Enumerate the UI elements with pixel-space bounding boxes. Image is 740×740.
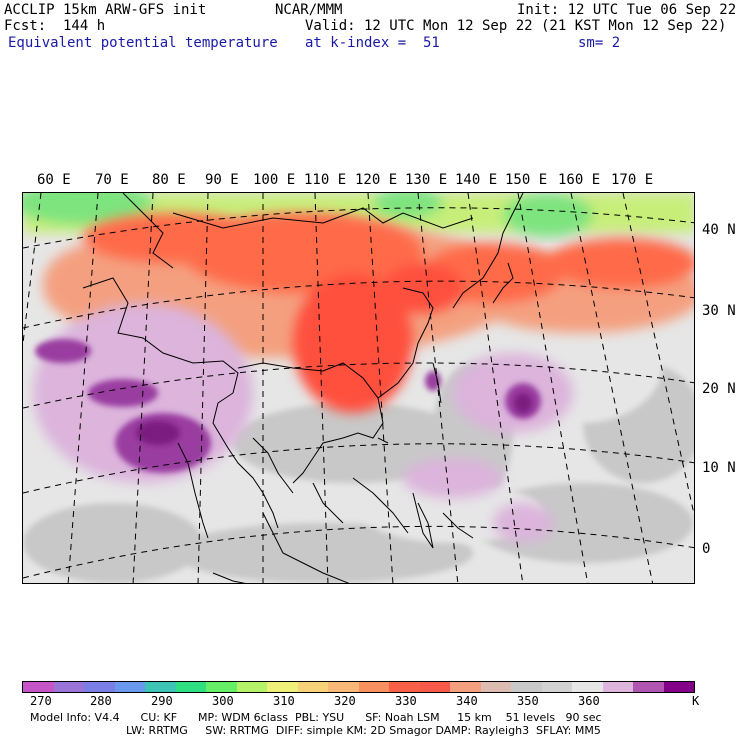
colorbar-swatch [175, 682, 206, 692]
colorbar-swatch [663, 682, 694, 692]
lat-label: 40 N [702, 222, 736, 238]
lon-label: 60 E [37, 172, 71, 188]
colorbar-swatch [419, 682, 450, 692]
lon-label: 120 E [355, 172, 398, 188]
colorbar-swatch [297, 682, 328, 692]
lat-label: 30 N [702, 303, 736, 319]
colorbar-label: 300 [212, 694, 234, 708]
lon-label: 100 E [253, 172, 296, 188]
colorbar [22, 681, 695, 693]
level-index: at k-index = 51 [305, 35, 440, 51]
colorbar-swatch [389, 682, 420, 692]
model-info-line1: Model Info: V4.4 CU: KF MP: WDM 6class P… [30, 711, 602, 724]
colorbar-label: 280 [90, 694, 112, 708]
colorbar-swatch [541, 682, 572, 692]
colorbar-swatch [328, 682, 359, 692]
colorbar-label: 330 [395, 694, 417, 708]
init-time: Init: 12 UTC Tue 06 Sep 22 [517, 2, 737, 18]
lon-label: 80 E [152, 172, 186, 188]
colorbar-label: 350 [517, 694, 539, 708]
colorbar-label: 340 [456, 694, 478, 708]
colorbar-swatch [602, 682, 633, 692]
smoothing: sm= 2 [578, 35, 621, 51]
model-info-line2: LW: RRTMG SW: RRTMG DIFF: simple KM: 2D … [126, 724, 601, 737]
colorbar-swatch [267, 682, 298, 692]
colorbar-swatch [206, 682, 237, 692]
lon-label: 150 E [505, 172, 548, 188]
lon-label: 110 E [304, 172, 347, 188]
colorbar-swatch [84, 682, 115, 692]
colorbar-swatch [572, 682, 603, 692]
forecast-hour: Fcst: 144 h [4, 18, 106, 34]
model-title: ACCLIP 15km ARW-GFS init [4, 2, 207, 18]
colorbar-swatch [145, 682, 176, 692]
lon-label: 130 E [405, 172, 448, 188]
theta-e-map [22, 192, 695, 584]
deep-purple-field [136, 393, 532, 445]
colorbar-label: 270 [30, 694, 52, 708]
lon-label: 70 E [95, 172, 129, 188]
colorbar-swatch [114, 682, 145, 692]
lat-label: 10 N [702, 460, 736, 476]
colorbar-label: 360 [578, 694, 600, 708]
colorbar-swatch [450, 682, 481, 692]
colorbar-swatch [236, 682, 267, 692]
lon-label: 160 E [558, 172, 601, 188]
colorbar-label: 310 [273, 694, 295, 708]
lon-label: 170 E [611, 172, 654, 188]
lat-label: 20 N [702, 381, 736, 397]
institution: NCAR/MMM [275, 2, 343, 18]
field-name: Equivalent potential temperature [8, 35, 278, 51]
lon-label: 90 E [205, 172, 239, 188]
colorbar-label: 290 [151, 694, 173, 708]
lat-label: 0 [702, 541, 711, 557]
colorbar-swatch [23, 682, 54, 692]
warm-core-field [83, 213, 694, 413]
colorbar-label: 320 [334, 694, 356, 708]
colorbar-swatch [358, 682, 389, 692]
colorbar-swatch [53, 682, 84, 692]
colorbar-swatch [633, 682, 664, 692]
graticule [23, 193, 694, 583]
lon-label: 140 E [455, 172, 498, 188]
colorbar-swatch [480, 682, 511, 692]
colorbar-swatch [511, 682, 542, 692]
colorbar-label: K [692, 694, 700, 708]
coastlines [82, 193, 524, 583]
valid-time: Valid: 12 UTC Mon 12 Sep 22 (21 KST Mon … [305, 18, 727, 34]
